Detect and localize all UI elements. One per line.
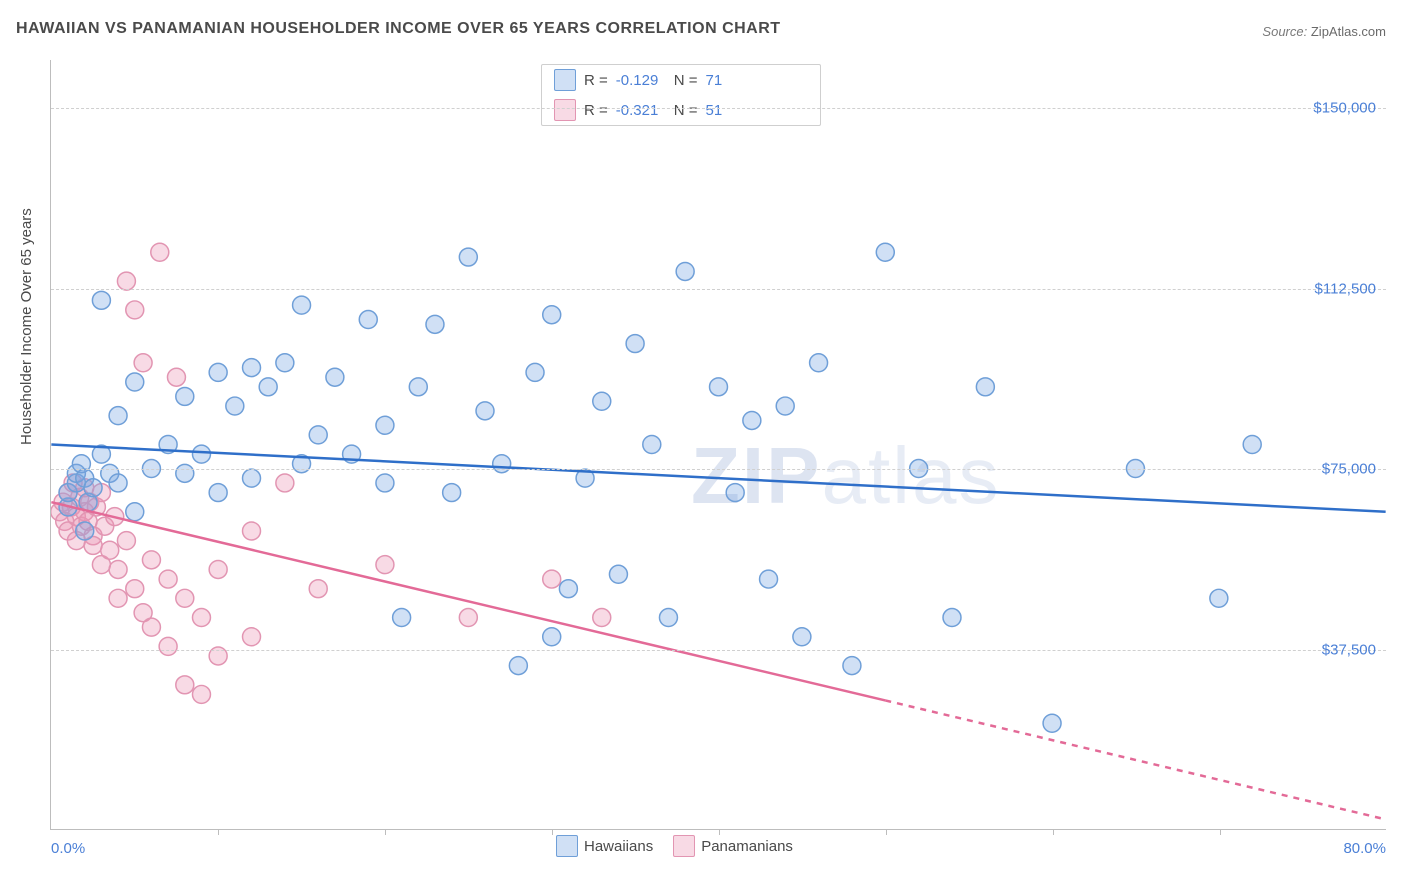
n-label: N = <box>674 72 698 89</box>
x-tick <box>886 829 887 835</box>
y-tick-label: $150,000 <box>1313 100 1376 117</box>
x-axis-min-label: 0.0% <box>51 840 85 857</box>
gridline <box>51 469 1386 470</box>
correlation-chart: HAWAIIAN VS PANAMANIAN HOUSEHOLDER INCOM… <box>0 0 1406 892</box>
y-tick-label: $112,500 <box>1315 280 1376 297</box>
legend-item-hawaiians: Hawaiians <box>556 835 653 857</box>
gridline <box>51 650 1386 651</box>
n-label: N = <box>674 102 698 119</box>
x-axis-max-label: 80.0% <box>1343 840 1386 857</box>
swatch-panamanians <box>554 99 576 121</box>
gridline <box>51 108 1386 109</box>
r-value-hawaiians: -0.129 <box>616 72 666 89</box>
swatch-hawaiians <box>556 835 578 857</box>
x-tick <box>1220 829 1221 835</box>
y-axis-title: Householder Income Over 65 years <box>18 208 35 445</box>
legend-item-panamanians: Panamanians <box>673 835 793 857</box>
x-tick <box>385 829 386 835</box>
stats-legend: R = -0.129 N = 71 R = -0.321 N = 51 <box>541 64 821 126</box>
y-tick-label: $75,000 <box>1322 461 1376 478</box>
watermark-light: atlas <box>821 431 1000 520</box>
source-attribution: Source: ZipAtlas.com <box>1262 24 1386 39</box>
legend-label-panamanians: Panamanians <box>701 838 793 855</box>
r-value-panamanians: -0.321 <box>616 102 666 119</box>
r-label: R = <box>584 102 608 119</box>
gridline <box>51 289 1386 290</box>
series-legend: Hawaiians Panamanians <box>556 835 793 857</box>
chart-title: HAWAIIAN VS PANAMANIAN HOUSEHOLDER INCOM… <box>16 20 781 38</box>
n-value-hawaiians: 71 <box>706 72 756 89</box>
source-value: ZipAtlas.com <box>1311 24 1386 39</box>
r-label: R = <box>584 72 608 89</box>
source-label: Source: <box>1262 24 1307 39</box>
plot-area: ZIPatlas R = -0.129 N = 71 R = -0.321 N … <box>50 60 1386 830</box>
stats-row-panamanians: R = -0.321 N = 51 <box>542 95 820 125</box>
x-tick <box>1053 829 1054 835</box>
stats-row-hawaiians: R = -0.129 N = 71 <box>542 65 820 95</box>
swatch-hawaiians <box>554 69 576 91</box>
chart-svg <box>51 60 1386 829</box>
x-tick <box>719 829 720 835</box>
x-tick <box>218 829 219 835</box>
swatch-panamanians <box>673 835 695 857</box>
legend-label-hawaiians: Hawaiians <box>584 838 653 855</box>
n-value-panamanians: 51 <box>706 102 756 119</box>
watermark: ZIPatlas <box>691 430 1000 522</box>
y-tick-label: $37,500 <box>1322 641 1376 658</box>
watermark-bold: ZIP <box>691 431 821 520</box>
x-tick <box>552 829 553 835</box>
